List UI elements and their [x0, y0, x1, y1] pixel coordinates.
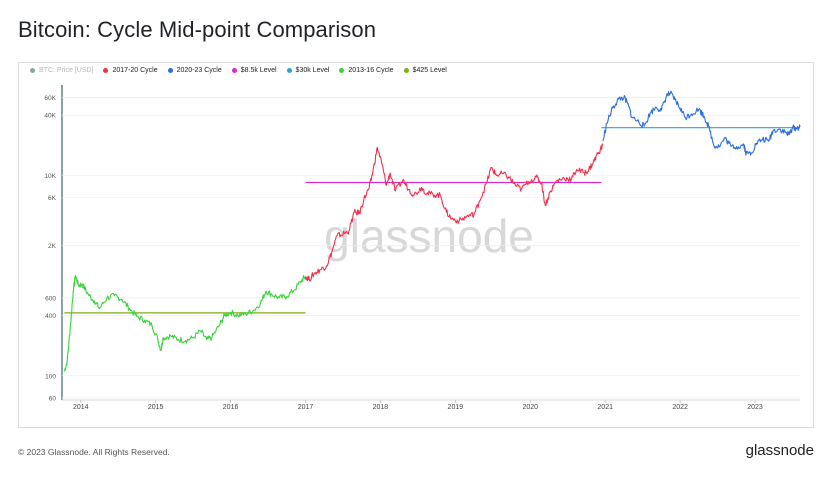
y-tick-label: 600	[45, 295, 56, 302]
y-tick-label: 400	[45, 313, 56, 320]
chart-panel	[18, 62, 814, 428]
y-tick-label: 2K	[48, 243, 57, 250]
x-tick-label: 2016	[223, 404, 239, 411]
legend-dot-icon	[103, 68, 109, 73]
legend-dot-icon	[286, 68, 292, 73]
x-tick-label: 2020	[522, 404, 538, 411]
legend-item[interactable]: 2017-20 Cycle	[103, 67, 158, 74]
x-tick-label: 2021	[597, 404, 613, 411]
legend-dot-icon	[30, 68, 35, 73]
legend-item[interactable]: $425 Level	[403, 67, 447, 74]
legend-dot-icon	[339, 68, 345, 73]
x-tick-label: 2015	[148, 404, 164, 411]
legend-label: 2020-23 Cycle	[176, 67, 222, 74]
y-tick-label: 10K	[44, 173, 56, 180]
legend-item[interactable]: $30k Level	[286, 67, 330, 74]
copyright-footer: © 2023 Glassnode. All Rights Reserved.	[18, 447, 170, 457]
legend-label: $8.5k Level	[240, 67, 277, 74]
y-tick-label: 100	[45, 373, 56, 380]
legend-label: 2017-20 Cycle	[112, 67, 158, 74]
legend-item[interactable]: 2013-16 Cycle	[339, 67, 394, 74]
series-line	[63, 275, 307, 372]
y-tick-label: 60	[49, 396, 57, 403]
chart-legend: BTC: Price [USD] 2017-20 Cycle 2020-23 Cyc…	[30, 67, 447, 74]
y-tick-label: 6K	[48, 195, 57, 202]
legend-item[interactable]: 2020-23 Cycle	[167, 67, 222, 74]
x-tick-label: 2022	[672, 404, 688, 411]
legend-label: BTC: Price [USD]	[39, 67, 94, 74]
legend-item[interactable]: BTC: Price [USD]	[30, 67, 93, 74]
watermark-text: glassnode	[324, 210, 534, 262]
legend-label: $425 Level	[412, 67, 447, 74]
x-tick-label: 2023	[747, 404, 763, 411]
legend-label: $30k Level	[295, 67, 330, 74]
y-tick-label: 60K	[44, 95, 56, 102]
x-tick-label: 2014	[73, 404, 89, 411]
legend-item[interactable]: $8.5k Level	[231, 67, 277, 74]
legend-dot-icon	[403, 68, 409, 73]
brand-logo: glassnode	[745, 442, 814, 459]
legend-dot-icon	[231, 68, 237, 73]
legend-label: 2013-16 Cycle	[348, 67, 394, 74]
series-line	[602, 90, 801, 156]
x-tick-label: 2017	[298, 404, 314, 411]
series-line	[304, 143, 604, 282]
x-tick-label: 2018	[373, 404, 389, 411]
page-title: Bitcoin: Cycle Mid-point Comparison	[18, 17, 377, 42]
x-tick-label: 2019	[448, 404, 464, 411]
y-tick-label: 40K	[44, 113, 56, 120]
legend-dot-icon	[167, 68, 173, 73]
